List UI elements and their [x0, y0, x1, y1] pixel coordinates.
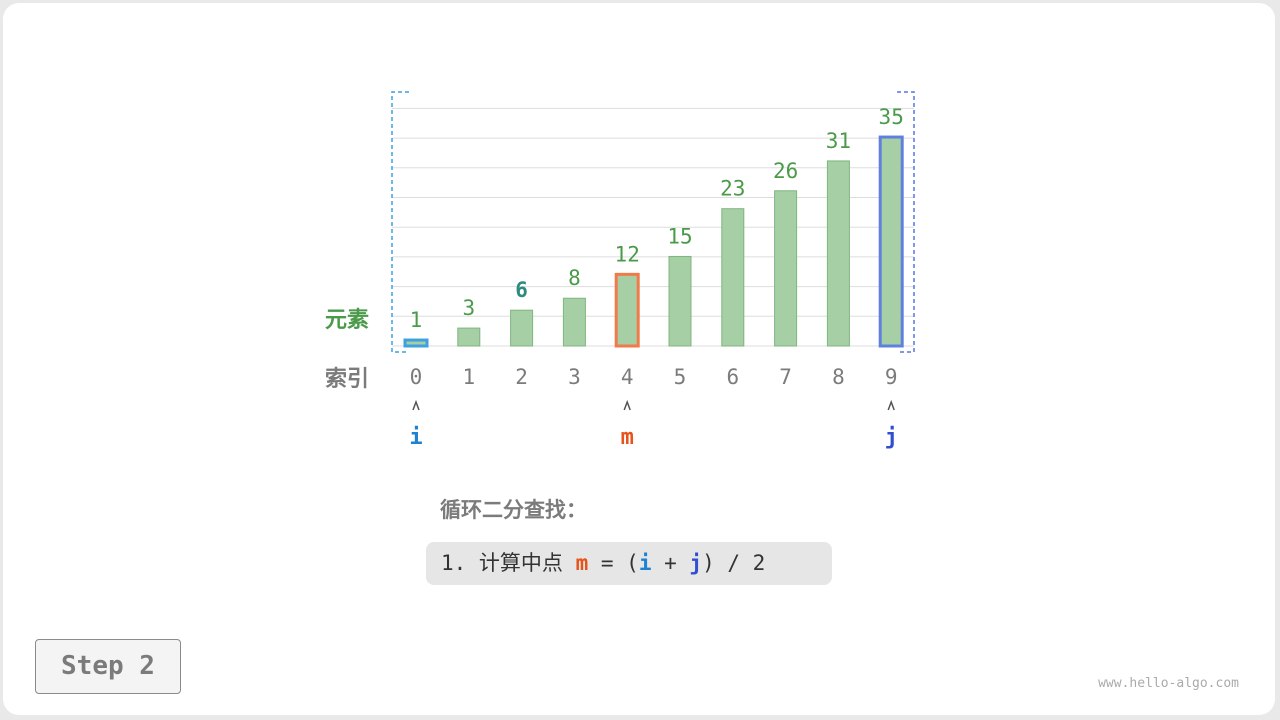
- watermark: www.hello-algo.com: [1098, 676, 1239, 691]
- value-label: 31: [826, 129, 851, 153]
- index-label: 6: [726, 365, 739, 389]
- formula-i: i: [638, 551, 652, 575]
- pointer-arrow-icon: [887, 399, 895, 411]
- value-label: 8: [568, 266, 581, 290]
- array-bar: [510, 309, 534, 347]
- array-bar: [826, 160, 850, 347]
- section-title: 循环二分查找：: [440, 498, 587, 522]
- index-label: 5: [674, 365, 687, 389]
- formula-plus: +: [651, 551, 690, 575]
- index-label: 0: [410, 365, 423, 389]
- index-label: 4: [621, 365, 634, 389]
- array-bar: [774, 190, 798, 347]
- formula-prefix: 1. 计算中点: [441, 551, 576, 575]
- formula-eq: = (: [588, 551, 639, 575]
- value-label: 3: [462, 296, 475, 320]
- value-label: 15: [667, 224, 692, 248]
- pointer-i: i: [409, 425, 422, 450]
- array-bar: [614, 272, 640, 348]
- range-bracket-right: [897, 91, 915, 353]
- pointer-j: j: [885, 425, 898, 450]
- formula-suffix: ) / 2: [702, 551, 766, 575]
- array-bar: [403, 338, 429, 348]
- array-bar: [562, 297, 586, 347]
- value-label: 12: [615, 242, 640, 266]
- array-bar: [721, 208, 745, 347]
- elements-label: 元素: [325, 308, 370, 333]
- array-bar: [457, 327, 481, 347]
- range-bracket-left: [391, 91, 409, 353]
- canvas: [3, 3, 1275, 715]
- index-label: 8: [832, 365, 845, 389]
- step-button[interactable]: Step 2: [35, 639, 181, 694]
- index-label: 1: [462, 365, 475, 389]
- index-label: 2: [515, 365, 528, 389]
- value-label: 35: [879, 105, 904, 129]
- pointer-arrow-icon: [623, 399, 631, 411]
- index-label: 索引: [325, 367, 370, 392]
- formula-m: m: [575, 551, 589, 575]
- pointer-m: m: [621, 425, 634, 450]
- value-label: 26: [773, 159, 798, 183]
- index-label: 3: [568, 365, 581, 389]
- formula-j: j: [689, 551, 703, 575]
- index-label: 7: [779, 365, 792, 389]
- value-label: 6: [515, 278, 528, 302]
- value-label: 23: [720, 177, 745, 201]
- formula-box: 1. 计算中点 m = (i + j) / 2: [426, 542, 832, 585]
- value-label: 1: [410, 308, 423, 332]
- pointer-arrow-icon: [412, 399, 420, 411]
- array-bar: [878, 135, 904, 348]
- index-label: 9: [885, 365, 898, 389]
- array-bar: [668, 255, 692, 347]
